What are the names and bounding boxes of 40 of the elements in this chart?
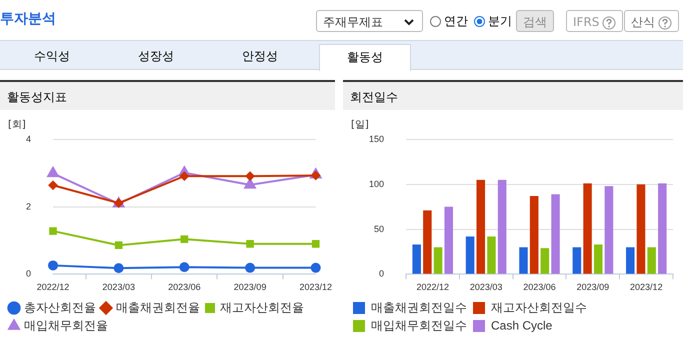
text: 수익성 <box>33 48 71 65</box>
legend-label: 재고자산회전일수 <box>491 300 587 314</box>
chart-title: 회전일수 <box>343 80 683 110</box>
text: 산식 <box>631 15 655 29</box>
legend-label: 매출채권회전일수 <box>371 300 467 314</box>
y-axis-title: [일] <box>351 120 369 131</box>
legend-label: 재고자산회전율 <box>220 300 304 314</box>
x-tick-label: 2022/12 <box>416 282 449 292</box>
y-tick-label: 2 <box>26 201 32 212</box>
x-tick-label: 2023/03 <box>470 282 502 292</box>
x-tick-label: 2023/06 <box>523 282 556 292</box>
x-tick-label: 2023/03 <box>102 282 135 292</box>
x-tick-label: 2023/09 <box>576 282 610 292</box>
text: 안정성 <box>241 48 279 65</box>
x-tick-label: 2023/09 <box>234 282 266 292</box>
y-axis-title: [회] <box>8 120 26 131</box>
y-tick-label: 100 <box>368 178 384 189</box>
x-tick-label: 2022/12 <box>36 282 70 292</box>
legend-label: Cash Cycle <box>491 318 553 332</box>
x-tick-label: 2023/06 <box>168 282 201 292</box>
y-tick-label: 50 <box>374 224 384 234</box>
y-tick-label: 0 <box>379 268 384 279</box>
x-tick-label: 2023/12 <box>630 282 663 292</box>
y-tick-label: 150 <box>368 134 384 144</box>
text: 연간 <box>444 13 468 30</box>
text: 투자분석 <box>0 10 56 28</box>
text: 분기 <box>488 13 512 30</box>
text: IFRS <box>573 15 600 29</box>
text: 주재무제표 <box>323 15 383 29</box>
legend-label: 매입채무회전일수 <box>371 318 467 332</box>
legend-label: 총자산회전율 <box>24 300 96 314</box>
y-tick-label: 4 <box>26 134 32 144</box>
text: 활동성 <box>319 44 411 71</box>
x-tick-label: 2023/12 <box>299 282 332 292</box>
chart-title: 활동성지표 <box>0 80 335 110</box>
legend-label: 매출채권회전율 <box>116 300 200 314</box>
y-tick-label: 0 <box>26 268 32 279</box>
legend-label: 매입채무회전율 <box>24 318 108 332</box>
text: 검색 <box>523 15 547 29</box>
text: 성장성 <box>137 48 175 65</box>
